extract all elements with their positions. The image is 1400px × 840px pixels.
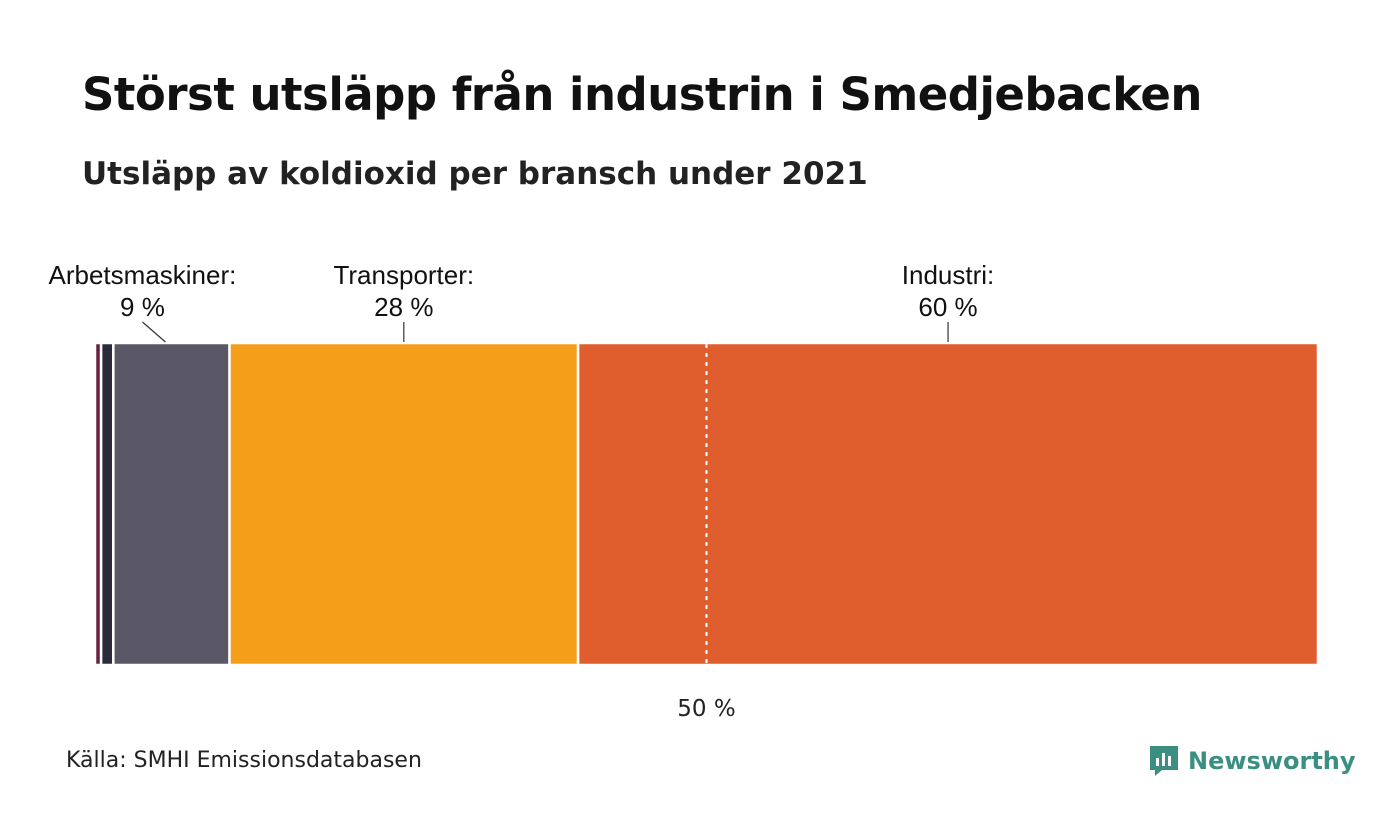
segment-label: Transporter: — [333, 260, 474, 290]
segment-label: Industri: — [902, 260, 995, 290]
segment-label: Arbetsmaskiner: — [49, 260, 237, 290]
segment-value-label: 60 % — [918, 292, 977, 322]
chart-title: Störst utsläpp från industrin i Smedjeba… — [82, 68, 1202, 121]
segment-value-label: 9 % — [120, 292, 165, 322]
bar-segment — [228, 341, 580, 667]
reference-line-label: 50 % — [677, 696, 735, 722]
leader-line — [142, 321, 166, 343]
bar-segment — [99, 341, 115, 667]
segment-value-label: 28 % — [374, 292, 433, 322]
chart-subtitle: Utsläpp av koldioxid per bransch under 2… — [82, 156, 868, 192]
bar-segment — [112, 341, 231, 667]
source-note: Källa: SMHI Emissionsdatabasen — [66, 748, 422, 773]
bar-segment — [576, 341, 1320, 667]
newsworthy-logo[interactable]: Newsworthy — [1148, 744, 1356, 778]
newsworthy-logo-icon — [1150, 746, 1178, 776]
brand-name: Newsworthy — [1188, 747, 1356, 775]
